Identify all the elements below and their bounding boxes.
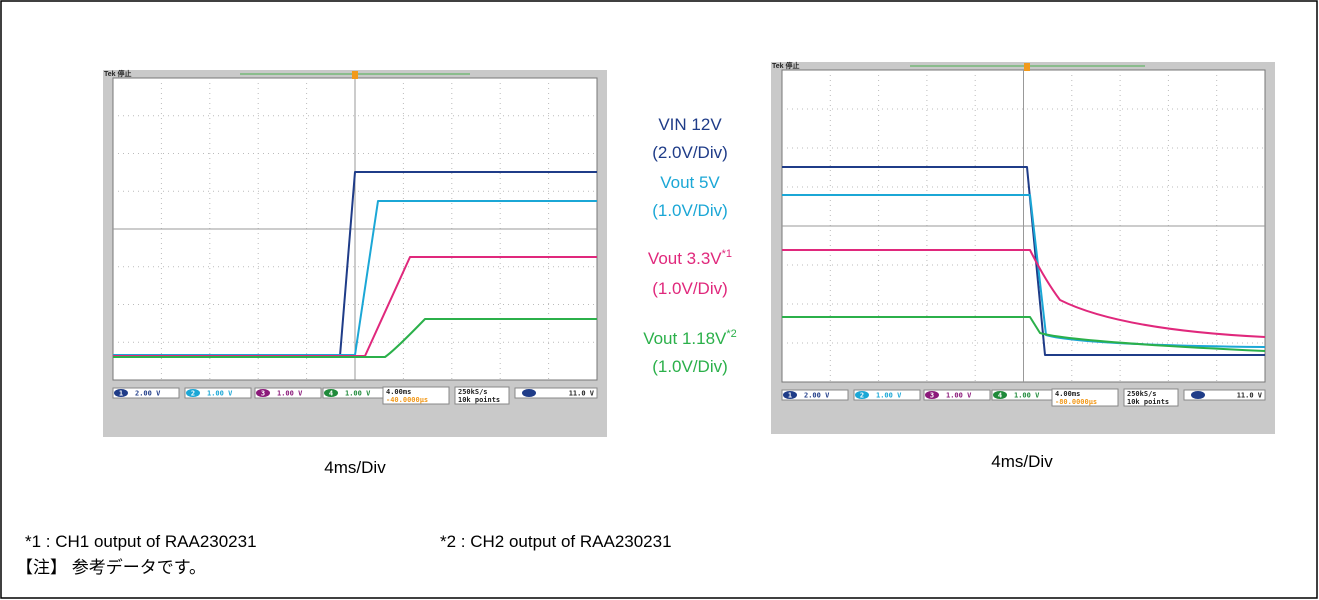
sample-rate: 250kS/s: [1127, 390, 1157, 398]
channel-id: 4: [998, 392, 1002, 400]
channel-id: 2: [191, 390, 195, 398]
channel-scale: 1.00 V: [1014, 392, 1040, 400]
legend-name-text: Vout 1.18V: [643, 329, 727, 348]
legend-name-text: Vout 3.3V: [648, 249, 722, 268]
legend-scale: (1.0V/Div): [652, 279, 728, 298]
scope: Tek 停止 1 2.00 V 2 1.00 V 3 1.00 V 4 1.00 V 4.00ms…: [771, 61, 1275, 434]
channel-id: 4: [329, 390, 333, 398]
legend-name-text: VIN 12V: [658, 115, 722, 134]
channel-scale: 1.00 V: [277, 390, 303, 398]
legend-note: *1: [722, 248, 732, 260]
channel-id: 3: [930, 392, 934, 400]
trigger-marker: [1024, 63, 1030, 71]
channel-scale: 2.00 V: [135, 390, 161, 398]
legend-name: Vout 1.18V*2: [643, 328, 737, 348]
channel-scale: 1.00 V: [345, 390, 371, 398]
caption: 4ms/Div: [991, 452, 1053, 471]
legend-name: VIN 12V: [658, 115, 722, 134]
timebase: 4.00ms: [386, 388, 411, 396]
legend-scale: (2.0V/Div): [652, 143, 728, 162]
caption: 4ms/Div: [324, 458, 386, 477]
legend-name: Vout 5V: [660, 173, 720, 192]
channel-id: 3: [261, 390, 265, 398]
legend-scale: (1.0V/Div): [652, 201, 728, 220]
trigger-level: 11.0 V: [569, 390, 595, 398]
channel-scale: 1.00 V: [207, 390, 233, 398]
trigger-level: 11.0 V: [1237, 392, 1263, 400]
channel-scale: 1.00 V: [876, 392, 902, 400]
channel-id: 2: [860, 392, 864, 400]
legend-name-text: Vout 5V: [660, 173, 720, 192]
channel-scale: 2.00 V: [804, 392, 830, 400]
trigger-badge: [522, 389, 536, 397]
record-length: 10k points: [1127, 398, 1169, 406]
scope-brand: Tek 停止: [104, 69, 132, 78]
footnote: *1 : CH1 output of RAA230231: [25, 532, 257, 551]
legend-name: Vout 3.3V*1: [648, 248, 732, 268]
timebase: 4.00ms: [1055, 390, 1080, 398]
page: Tek 停止 1 2.00 V 2 1.00 V 3 1.00 V 4 1.00 V 4.00ms…: [0, 0, 1319, 600]
trigger-badge: [1191, 391, 1205, 399]
delay: -40.0000μs: [386, 396, 428, 404]
trigger-marker: [352, 71, 358, 79]
footnote: *2 : CH2 output of RAA230231: [440, 532, 672, 551]
delay: -80.0000μs: [1055, 398, 1097, 406]
legend-scale: (1.0V/Div): [652, 357, 728, 376]
scope: Tek 停止 1 2.00 V 2 1.00 V 3 1.00 V 4 1.00 V 4.00ms…: [103, 69, 607, 437]
channel-id: 1: [788, 392, 792, 400]
scope-brand: Tek 停止: [772, 61, 800, 70]
channel-id: 1: [119, 390, 123, 398]
record-length: 10k points: [458, 396, 500, 404]
sample-rate: 250kS/s: [458, 388, 488, 396]
note: 【注】 参考データです。: [16, 557, 206, 577]
legend-note: *2: [726, 328, 736, 340]
channel-scale: 1.00 V: [946, 392, 972, 400]
